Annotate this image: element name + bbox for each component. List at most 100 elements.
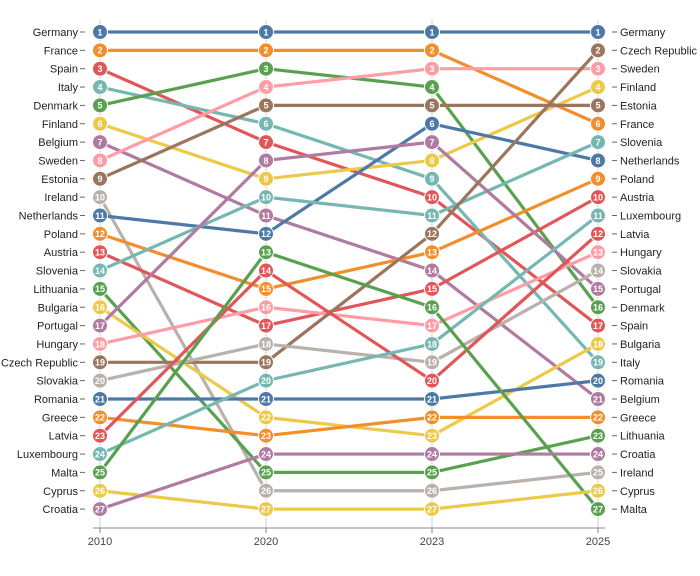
rank-node-sweden-2023: 3 [424,60,440,77]
rank-node-romania-2010: 21 [92,391,108,407]
x-tick-label-2025: 2025 [586,536,610,548]
right-label-czech-republic: Czech Republic [620,45,698,57]
rank-node-finland-2023: 8 [424,152,440,169]
rank-node-greece-2020: 23 [258,427,274,444]
rank-marker [92,372,108,389]
series-line-spain [98,67,600,328]
rank-label: 26 [95,486,105,496]
rank-label: 27 [261,504,271,514]
rank-marker [424,134,440,151]
rank-marker [590,152,606,169]
rank-node-slovakia-2010: 20 [92,372,108,389]
rank-marker [258,244,274,261]
rank-label: 5 [429,101,434,111]
rank-marker [258,42,274,59]
rank-label: 20 [95,376,105,386]
right-label-portugal: Portugal [620,284,661,296]
rank-marker [590,335,606,352]
rank-marker [590,262,606,279]
rank-label: 12 [261,229,271,239]
rank-node-croatia-2025: 24 [590,446,606,463]
rank-node-sweden-2010: 8 [92,152,108,169]
rank-node-germany-2010: 1 [92,24,108,40]
rank-label: 15 [261,284,271,294]
rank-node-poland-2023: 13 [424,244,440,261]
rank-marker [92,24,108,40]
rank-marker [590,42,606,59]
right-label-estonia: Estonia [620,100,658,112]
rank-label: 22 [593,413,603,423]
rank-label: 4 [97,82,102,92]
rank-node-luxembourg-2023: 18 [424,335,440,352]
rank-marker [258,280,274,297]
rank-label: 6 [595,119,600,129]
rank-label: 7 [429,137,434,147]
rank-marker [590,354,606,371]
rank-marker [590,299,606,316]
rank-marker [424,42,440,59]
rank-label: 24 [261,449,271,459]
left-label-ireland: Ireland [44,192,78,204]
rank-node-estonia-2020: 5 [258,97,274,114]
rank-marker [424,482,440,499]
rank-node-greece-2010: 22 [92,409,108,426]
rank-marker [590,170,606,187]
rank-node-croatia-2020: 24 [258,446,274,463]
rank-node-hungary-2020: 16 [258,299,274,316]
rank-marker [424,225,440,242]
rank-marker [590,60,606,77]
rank-label: 2 [263,46,268,56]
rank-node-malta-2023: 16 [424,299,440,316]
series-line-austria [98,195,600,328]
rank-label: 26 [261,486,271,496]
left-label-germany: Germany [33,27,79,39]
rank-node-belgium-2010: 7 [92,134,108,151]
rank-marker [590,391,606,407]
rank-marker [590,446,606,463]
rank-marker [424,464,440,481]
rank-node-latvia-2010: 23 [92,427,108,444]
series-line-romania [98,379,600,401]
rank-marker [590,409,606,426]
rank-node-france-2023: 2 [424,42,440,59]
right-label-croatia: Croatia [620,449,656,461]
rank-node-spain-2025: 17 [590,317,606,334]
left-label-latvia: Latvia [49,431,79,443]
rank-node-spain-2010: 3 [92,60,108,77]
rank-label: 26 [593,486,603,496]
rank-node-estonia-2010: 9 [92,170,108,187]
rank-label: 23 [95,431,105,441]
rank-marker [92,317,108,334]
rank-node-czech-republic-2010: 19 [92,354,108,371]
left-label-luxembourg: Luxembourg [17,449,78,461]
rank-marker [258,79,274,96]
right-label-slovenia: Slovenia [620,137,663,149]
left-label-poland: Poland [44,229,78,241]
rank-marker [424,60,440,77]
rank-label: 11 [95,211,105,221]
rank-node-poland-2010: 12 [92,225,108,242]
rank-marker [258,317,274,334]
rank-marker [92,335,108,352]
rank-label: 19 [427,358,437,368]
rank-marker [424,152,440,169]
rank-label: 1 [97,27,102,37]
rank-label: 3 [429,64,434,74]
left-label-czech-republic: Czech Republic [1,357,79,369]
right-label-latvia: Latvia [620,229,650,241]
rank-node-italy-2025: 19 [590,354,606,371]
right-label-slovakia: Slovakia [620,266,662,278]
rank-node-france-2010: 2 [92,42,108,59]
series-line-luxembourg [98,213,600,456]
rank-label: 21 [95,394,105,404]
rank-label: 15 [427,284,437,294]
rank-label: 1 [595,27,600,37]
rank-node-luxembourg-2010: 24 [92,446,108,463]
rank-label: 13 [95,248,105,258]
rank-node-luxembourg-2025: 11 [590,207,606,224]
rank-marker [590,427,606,444]
country-labels: Germany France Spain Italy Denmark Finland Bel… [1,27,698,516]
rank-node-cyprus-2023: 27 [424,501,440,518]
series-line-hungary [98,250,600,346]
